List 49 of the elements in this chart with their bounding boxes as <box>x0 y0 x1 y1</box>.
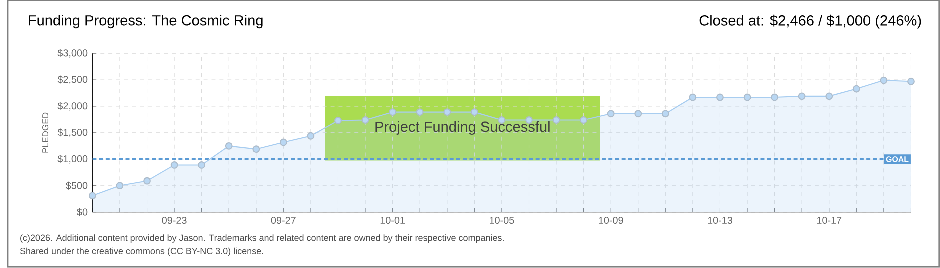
x-tick-label: 10-17 <box>817 217 842 224</box>
point <box>444 108 452 116</box>
y-axis-title: PLEDGED <box>42 112 49 153</box>
point <box>362 116 370 124</box>
point <box>170 162 178 169</box>
point <box>880 76 888 84</box>
point <box>198 162 206 169</box>
point <box>470 108 478 116</box>
point <box>634 110 642 118</box>
point <box>144 177 151 185</box>
y-tick-label: $500 <box>66 182 88 190</box>
x-tick-label: 09-23 <box>162 217 187 224</box>
point <box>389 108 397 116</box>
point <box>307 132 315 140</box>
y-tick-label: $1,500 <box>58 128 88 138</box>
y-tick-label: $3,000 <box>58 49 88 58</box>
point <box>252 146 260 154</box>
point <box>607 110 615 118</box>
x-tick-label: 10-05 <box>490 217 514 224</box>
point <box>334 117 342 125</box>
point <box>716 94 724 102</box>
point <box>225 142 233 150</box>
x-tick-label: 10-09 <box>599 217 624 224</box>
point <box>580 116 588 124</box>
x-tick-label: 10-01 <box>380 217 406 224</box>
y-tick-label: $1,000 <box>58 155 88 164</box>
point <box>88 192 96 200</box>
y-tick-label: $2,000 <box>58 102 88 111</box>
annotation: Project Funding Successful <box>376 121 550 136</box>
point <box>744 94 752 102</box>
point <box>280 138 288 146</box>
text: Shared under the creative commons (CC BY-NC 3.0) license. <box>20 248 264 256</box>
text: (c)2026. Additional content provided by Jason. Trademarks and related content are owned by their respective companies. <box>20 234 504 244</box>
point <box>826 92 834 100</box>
point <box>689 94 697 102</box>
point <box>798 92 806 100</box>
point <box>552 116 560 124</box>
point <box>416 108 424 116</box>
y-tick-label: $0 <box>77 208 88 216</box>
point <box>852 85 860 93</box>
chart-subtitle: Closed at: $2,466 / $1,000 (246%) <box>700 14 922 29</box>
chart-title: Funding Progress: The Cosmic Ring <box>29 15 263 29</box>
point <box>662 110 670 118</box>
x-tick-label: 09-27 <box>271 217 296 224</box>
y-tick-label: $2,500 <box>58 76 88 84</box>
x-tick-label: 10-13 <box>708 217 732 224</box>
point <box>908 78 915 86</box>
point <box>771 94 779 102</box>
point <box>116 182 124 190</box>
